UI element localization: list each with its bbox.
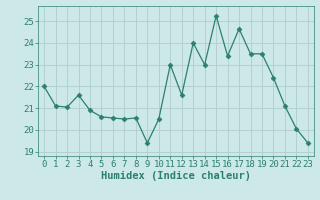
X-axis label: Humidex (Indice chaleur): Humidex (Indice chaleur) xyxy=(101,171,251,181)
